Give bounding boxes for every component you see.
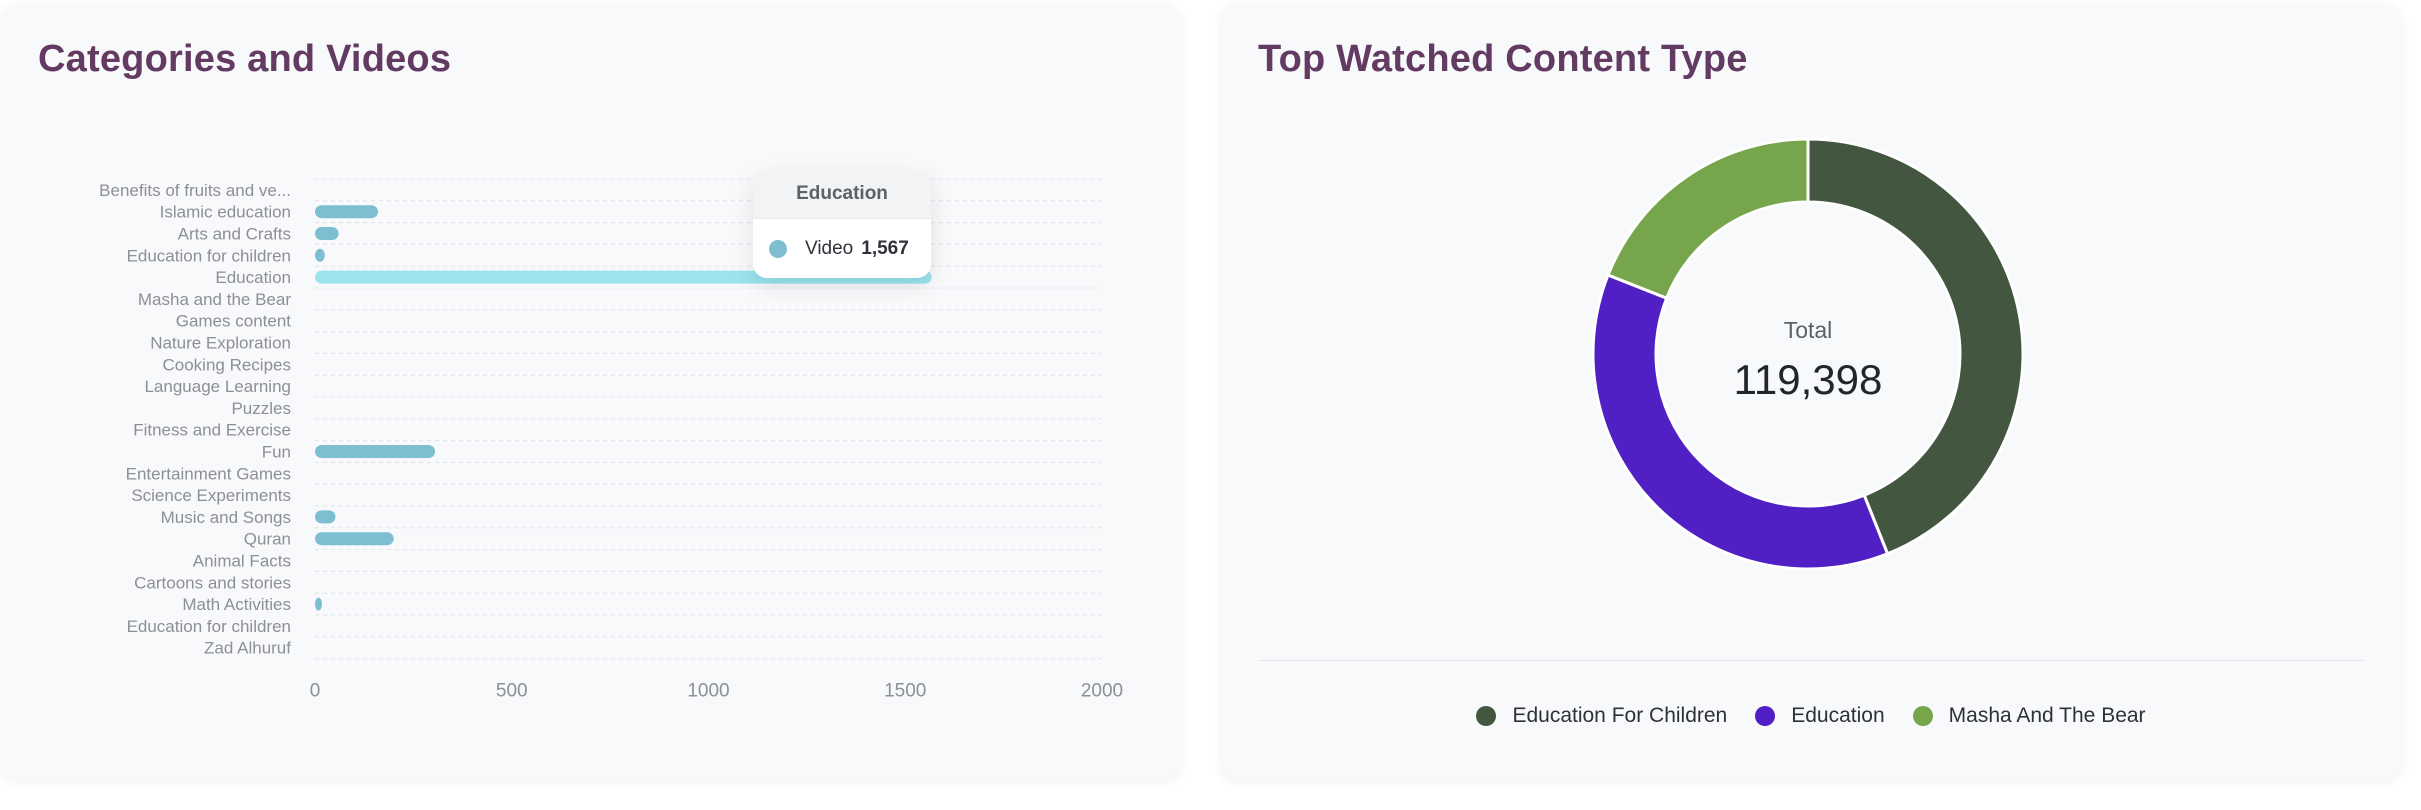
categories-videos-title: Categories and Videos bbox=[38, 38, 452, 80]
category-label: Language Learning bbox=[144, 377, 291, 396]
tooltip-value: 1,567 bbox=[861, 238, 909, 259]
legend-dot bbox=[1476, 706, 1497, 726]
category-label: Fitness and Exercise bbox=[133, 421, 291, 440]
category-label: Education bbox=[215, 268, 291, 287]
bar[interactable] bbox=[315, 205, 378, 219]
x-tick-label: 1500 bbox=[884, 681, 926, 702]
category-label: Islamic education bbox=[160, 203, 291, 222]
category-label: Entertainment Games bbox=[126, 464, 291, 483]
category-label: Cooking Recipes bbox=[162, 355, 291, 374]
category-label: Music and Songs bbox=[161, 508, 291, 527]
category-label: Cartoons and stories bbox=[134, 573, 291, 592]
donut-center-label: Total bbox=[1784, 317, 1833, 343]
donut-legend: Education For Children Education Masha And… bbox=[1220, 704, 2402, 728]
category-label: Games content bbox=[176, 312, 292, 331]
category-label: Masha and the Bear bbox=[138, 290, 291, 309]
legend-label: Masha And The Bear bbox=[1948, 704, 2146, 727]
category-label: Nature Exploration bbox=[150, 334, 291, 353]
tooltip-series-name: Video bbox=[805, 238, 854, 259]
donut-center-value: 119,398 bbox=[1734, 356, 1883, 403]
x-tick-label: 1000 bbox=[687, 681, 729, 702]
top-watched-card: Top Watched Content Type Total 119,398 Ed… bbox=[1220, 4, 2402, 780]
x-tick-label: 500 bbox=[496, 681, 528, 702]
x-tick-label: 2000 bbox=[1081, 681, 1123, 702]
bar[interactable] bbox=[315, 227, 339, 240]
bar[interactable] bbox=[315, 510, 336, 524]
bar[interactable] bbox=[315, 248, 325, 262]
categories-bar-chart: Benefits of fruits and ve... Islamic educ… bbox=[99, 178, 1123, 702]
category-label: Math Activities bbox=[182, 595, 291, 614]
donut-slice[interactable] bbox=[1806, 137, 2025, 556]
category-label: Science Experiments bbox=[131, 486, 291, 505]
donut-slice[interactable] bbox=[1591, 273, 1890, 571]
top-watched-title: Top Watched Content Type bbox=[1258, 38, 1748, 80]
donut-slice[interactable] bbox=[1606, 137, 1810, 301]
legend-divider bbox=[1258, 660, 2364, 661]
category-label: Zad Alhuruf bbox=[204, 639, 291, 658]
tooltip-series-dot bbox=[769, 240, 787, 258]
legend-dot bbox=[1912, 706, 1933, 726]
category-label: Arts and Crafts bbox=[178, 225, 291, 244]
legend-item[interactable]: Masha And The Bear bbox=[1912, 704, 2146, 728]
category-label: Puzzles bbox=[231, 399, 291, 418]
category-label: Benefits of fruits and ve... bbox=[99, 181, 291, 200]
bar[interactable] bbox=[315, 532, 394, 546]
legend-dot bbox=[1755, 706, 1776, 726]
bar[interactable] bbox=[315, 597, 322, 611]
legend-label: Education bbox=[1791, 704, 1885, 727]
legend-label: Education For Children bbox=[1512, 704, 1728, 727]
tooltip-body: Video 1,567 bbox=[753, 219, 931, 278]
category-label: Education for children bbox=[127, 246, 291, 265]
content-type-donut-chart: Total 119,398 bbox=[1591, 137, 2025, 571]
legend-item[interactable]: Education For Children bbox=[1476, 704, 1727, 728]
category-label: Education for children bbox=[127, 617, 291, 636]
category-label: Animal Facts bbox=[193, 552, 291, 571]
categories-videos-card: Categories and Videos Benefits of fruits… bbox=[0, 4, 1182, 780]
category-label: Quran bbox=[244, 530, 291, 549]
chart-tooltip: Education Video 1,567 bbox=[753, 170, 931, 278]
category-label: Fun bbox=[262, 443, 291, 462]
bar[interactable] bbox=[315, 445, 436, 458]
legend-item[interactable]: Education bbox=[1755, 704, 1885, 728]
tooltip-title: Education bbox=[753, 170, 931, 219]
x-tick-label: 0 bbox=[310, 681, 321, 702]
